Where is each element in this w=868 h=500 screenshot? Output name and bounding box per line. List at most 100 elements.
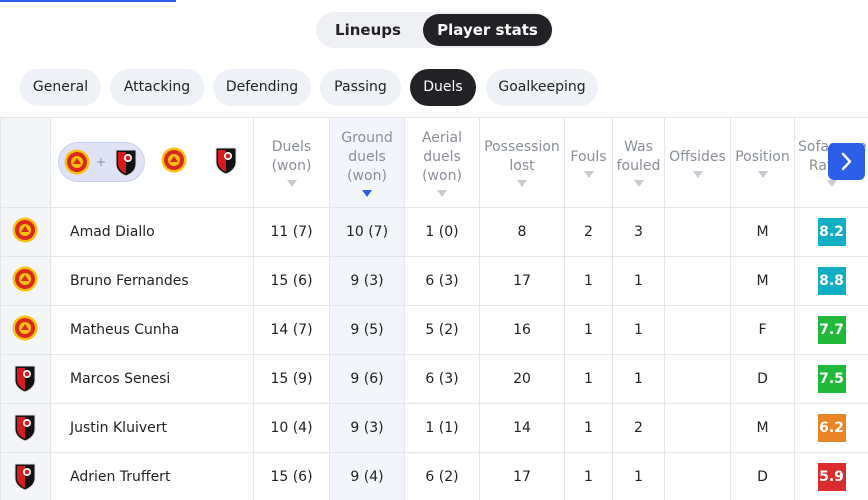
stat-cell: 15 (6) bbox=[253, 256, 330, 306]
column-title: Aerial duels (won) bbox=[421, 129, 463, 184]
stat-cell: 1 bbox=[564, 403, 613, 453]
stat-cell: 1 (0) bbox=[404, 207, 480, 257]
stat-cell: 11 (7) bbox=[253, 207, 330, 257]
rating-cell: 7.5 bbox=[794, 354, 868, 404]
stat-cell: 1 bbox=[612, 452, 665, 500]
stat-cell: 1 (1) bbox=[404, 403, 480, 453]
team-logo bbox=[14, 463, 35, 491]
team-logo bbox=[12, 315, 37, 341]
category-pill[interactable]: Goalkeeping bbox=[486, 69, 598, 106]
category-pill[interactable]: Attacking bbox=[110, 69, 204, 106]
stat-cell: 17 bbox=[479, 452, 565, 500]
sort-indicator bbox=[826, 180, 837, 187]
team-logo-cell bbox=[0, 354, 51, 404]
header-cell[interactable]: Offsides bbox=[664, 117, 731, 208]
tab-indicator bbox=[0, 0, 176, 2]
player-row[interactable]: Amad Diallo 11 (7) 10 (7) 1 (0) 8 2 3 M 8.2 bbox=[0, 207, 868, 257]
category-pill[interactable]: Defending bbox=[213, 69, 311, 106]
rating-cell: 8.2 bbox=[794, 207, 868, 257]
rating-badge: 5.9 bbox=[817, 463, 846, 491]
stat-cell: 1 bbox=[612, 305, 665, 355]
player-name: Matheus Cunha bbox=[50, 305, 254, 355]
tab-active[interactable]: Player stats bbox=[423, 14, 552, 46]
stat-cell bbox=[664, 305, 731, 355]
stat-cell: 1 bbox=[612, 256, 665, 306]
stat-cell: 1 bbox=[564, 452, 613, 500]
team-logo bbox=[12, 266, 37, 292]
team-logo bbox=[14, 365, 35, 393]
category-pill[interactable]: Passing bbox=[320, 69, 401, 106]
position-cell: D bbox=[730, 452, 795, 500]
header-cell[interactable]: Was fouled bbox=[612, 117, 665, 208]
header-cell[interactable]: Fouls bbox=[564, 117, 613, 208]
stat-cell bbox=[664, 452, 731, 500]
rating-badge: 8.8 bbox=[817, 267, 846, 295]
player-row[interactable]: Bruno Fernandes 15 (6) 9 (3) 6 (3) 17 1 1 M 8.8 bbox=[0, 256, 868, 306]
stat-cell: 9 (3) bbox=[329, 403, 405, 453]
sort-indicator bbox=[692, 170, 703, 178]
column-title: Was fouled bbox=[616, 139, 661, 174]
position-cell: F bbox=[730, 305, 795, 355]
player-row[interactable]: Adrien Truffert 15 (6) 9 (4) 6 (2) 17 1 1 D 5.9 bbox=[0, 452, 868, 500]
stat-cell: 9 (5) bbox=[329, 305, 405, 355]
column-title: Possession lost bbox=[484, 139, 560, 174]
rating-cell: 7.7 bbox=[794, 305, 868, 355]
stat-cell: 6 (2) bbox=[404, 452, 480, 500]
stat-cell bbox=[664, 256, 731, 306]
position-cell: D bbox=[730, 354, 795, 404]
column-title: Fouls bbox=[570, 148, 607, 165]
category-pill[interactable]: General bbox=[20, 69, 101, 106]
rating-badge: 7.7 bbox=[817, 316, 846, 344]
sort-indicator bbox=[362, 189, 372, 197]
stat-cell: 15 (6) bbox=[253, 452, 330, 500]
header-cell[interactable]: Position bbox=[730, 117, 795, 208]
stat-cell: 9 (4) bbox=[329, 452, 405, 500]
position-cell: M bbox=[730, 207, 795, 257]
column-title: Position bbox=[735, 148, 790, 165]
team-logos: + bbox=[64, 149, 137, 177]
stat-cell: 15 (9) bbox=[253, 354, 330, 404]
stat-cell: 1 bbox=[564, 354, 613, 404]
rating-cell: 5.9 bbox=[794, 452, 868, 500]
category-pill-active[interactable]: Duels bbox=[410, 69, 476, 106]
header-cell[interactable]: Ground duels (won) bbox=[329, 117, 405, 208]
player-row[interactable]: Justin Kluivert 10 (4) 9 (3) 1 (1) 14 1 2 M 6.2 bbox=[0, 403, 868, 453]
header-cell[interactable]: Aerial duels (won) bbox=[404, 117, 480, 208]
column-title: Duels (won) bbox=[271, 139, 312, 174]
stat-cell: 16 bbox=[479, 305, 565, 355]
team-logo bbox=[14, 414, 35, 442]
rating-cell: 8.8 bbox=[794, 256, 868, 306]
stat-cell: 17 bbox=[479, 256, 565, 306]
team-logo bbox=[12, 217, 37, 243]
sort-indicator bbox=[757, 170, 768, 178]
svg-text:+: + bbox=[96, 155, 106, 169]
header-cell[interactable]: Duels (won) bbox=[253, 117, 330, 208]
team-filter-home[interactable] bbox=[161, 147, 189, 177]
team-logo-cell bbox=[0, 207, 51, 257]
team-logo-cell bbox=[0, 256, 51, 306]
scroll-right-button[interactable] bbox=[828, 143, 865, 180]
stat-cell: 1 bbox=[564, 305, 613, 355]
sort-indicator bbox=[633, 180, 644, 187]
team-logo-cell bbox=[0, 305, 51, 355]
sort-indicator bbox=[286, 180, 297, 187]
header-cell[interactable]: Possession lost bbox=[479, 117, 565, 208]
sort-indicator bbox=[583, 170, 594, 178]
column-title: Offsides bbox=[669, 148, 726, 165]
tab[interactable]: Lineups bbox=[335, 21, 401, 39]
stat-cell: 8 bbox=[479, 207, 565, 257]
team-filter-away[interactable] bbox=[213, 146, 241, 176]
player-name: Adrien Truffert bbox=[50, 452, 254, 500]
team-logo-cell bbox=[0, 452, 51, 500]
sort-indicator bbox=[437, 189, 447, 197]
stat-cell: 10 (7) bbox=[329, 207, 405, 257]
rating-badge: 8.2 bbox=[817, 218, 846, 246]
player-row[interactable]: Marcos Senesi 15 (9) 9 (6) 6 (3) 20 1 1 D 7.5 bbox=[0, 354, 868, 404]
stat-cell bbox=[664, 403, 731, 453]
player-row[interactable]: Matheus Cunha 14 (7) 9 (5) 5 (2) 16 1 1 F 7.7 bbox=[0, 305, 868, 355]
player-name: Bruno Fernandes bbox=[50, 256, 254, 306]
team-filter-both[interactable]: + bbox=[58, 142, 145, 182]
stat-cell bbox=[664, 354, 731, 404]
stat-cell: 6 (3) bbox=[404, 256, 480, 306]
